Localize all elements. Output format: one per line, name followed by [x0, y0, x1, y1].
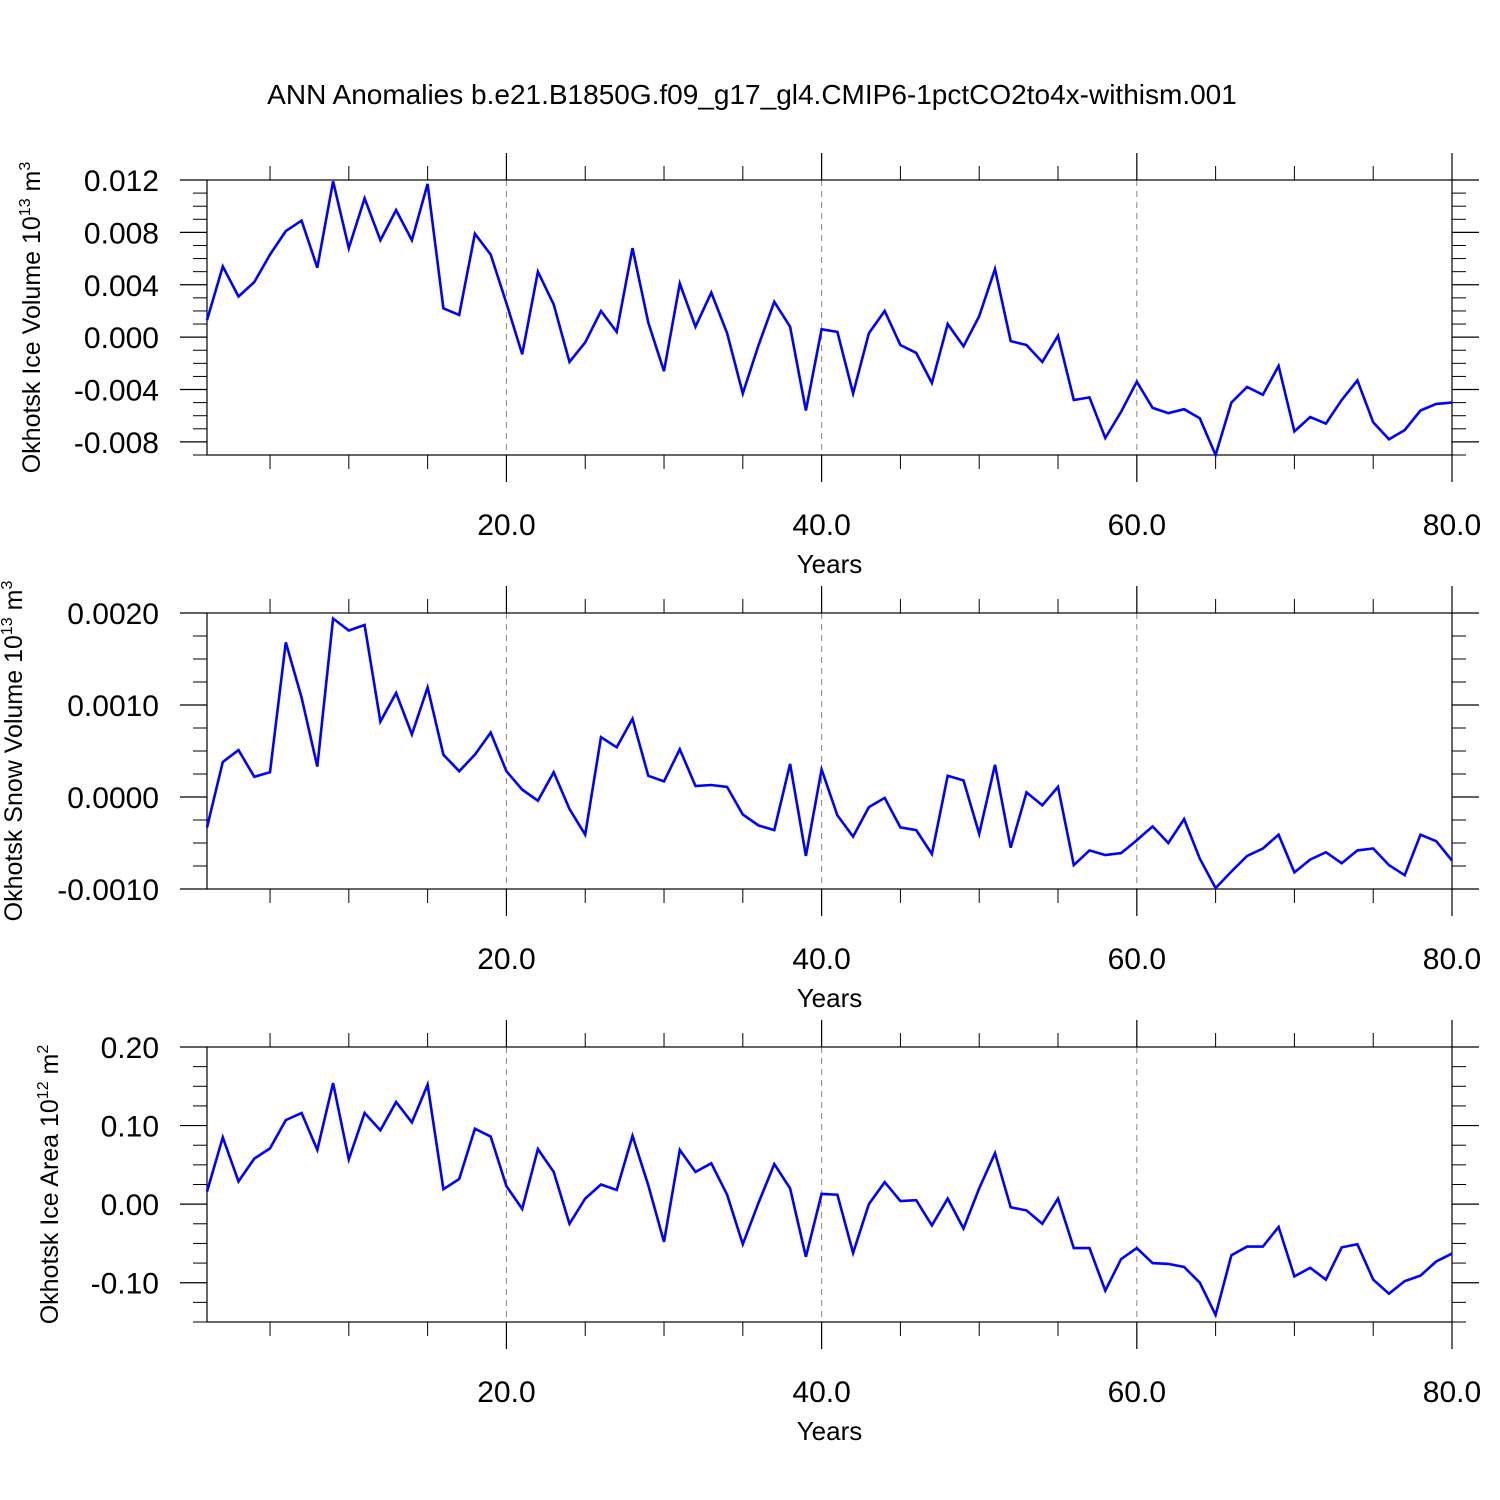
y-axis-label-text: Okhotsk Ice Volume 10 — [18, 216, 46, 473]
y-tick-label: 0.0020 — [67, 598, 159, 631]
y-tick-label: -0.008 — [74, 427, 159, 460]
chart-panel-1: -0.008 -0.004 0.000 0.004 0.008 0.012 20.0 40.0… — [17, 153, 1481, 579]
y-tick-label: 0.012 — [84, 165, 159, 198]
y-axis-label-text: m — [36, 1054, 64, 1082]
x-tick-label: 20.0 — [477, 943, 535, 976]
series-line — [205, 1079, 1453, 1319]
y-axis-label-superscript: 12 — [35, 1081, 52, 1099]
x-axis-label: Years — [797, 983, 863, 1013]
y-axis-label: Okhotsk Snow Volume 1013 m3 — [0, 581, 28, 922]
y-tick-label: 0.00 — [101, 1189, 159, 1222]
y-axis-label: Okhotsk Ice Area 1012 m2 — [35, 1045, 64, 1325]
series-line — [205, 181, 1453, 459]
x-tick-label: 20.0 — [477, 1376, 535, 1409]
y-axis-label-text: m — [0, 590, 28, 618]
x-tick-label: 20.0 — [477, 509, 535, 542]
y-axis-label-superscript: 13 — [0, 617, 16, 635]
plot-frame — [206, 179, 1453, 456]
y-tick-label: 0.0000 — [67, 782, 159, 815]
chart-panel-2: -0.0010 0.0000 0.0010 0.0020 20.0 40.0 60.0 80.… — [0, 581, 1481, 1013]
y-axis-label: Okhotsk Ice Volume 1013 m3 — [17, 162, 46, 474]
x-tick-label: 80.0 — [1423, 1376, 1481, 1409]
x-tick-label: 40.0 — [792, 509, 850, 542]
y-tick-label: 0.10 — [101, 1111, 159, 1144]
chart-title: ANN Anomalies b.e21.B1850G.f09_g17_gl4.C… — [267, 79, 1237, 110]
y-axis-label-text: Okhotsk Snow Volume 10 — [0, 635, 28, 921]
y-tick-label: 0.004 — [84, 270, 159, 303]
x-axis-label: Years — [797, 1416, 863, 1446]
x-tick-label: 60.0 — [1108, 509, 1166, 542]
y-axis-label-superscript: 13 — [17, 198, 34, 216]
x-tick-label: 80.0 — [1423, 509, 1481, 542]
x-tick-label: 40.0 — [792, 943, 850, 976]
x-tick-label: 80.0 — [1423, 943, 1481, 976]
plot-frame — [206, 1046, 1453, 1323]
chart-panel-3: -0.10 0.00 0.10 0.20 20.0 40.0 60.0 80.0 Years Ok… — [35, 1020, 1481, 1446]
x-tick-label: 60.0 — [1108, 943, 1166, 976]
y-tick-label: -0.10 — [91, 1268, 159, 1301]
x-tick-label: 40.0 — [792, 1376, 850, 1409]
y-tick-label: -0.0010 — [57, 874, 159, 907]
y-axis-label-text: m — [18, 171, 46, 199]
y-tick-label: 0.008 — [84, 217, 159, 250]
y-tick-label: -0.004 — [74, 375, 159, 408]
y-axis-label-superscript: 3 — [17, 162, 34, 171]
y-tick-label: 0.0010 — [67, 690, 159, 723]
y-tick-label: 0.000 — [84, 322, 159, 355]
y-tick-label: 0.20 — [101, 1032, 159, 1065]
x-axis-label: Years — [797, 549, 863, 579]
y-axis-label-superscript: 2 — [35, 1045, 52, 1054]
series-line — [205, 616, 1454, 891]
y-axis-label-text: Okhotsk Ice Area 10 — [36, 1099, 64, 1324]
y-axis-label-superscript: 3 — [0, 581, 16, 590]
x-tick-label: 60.0 — [1108, 1376, 1166, 1409]
